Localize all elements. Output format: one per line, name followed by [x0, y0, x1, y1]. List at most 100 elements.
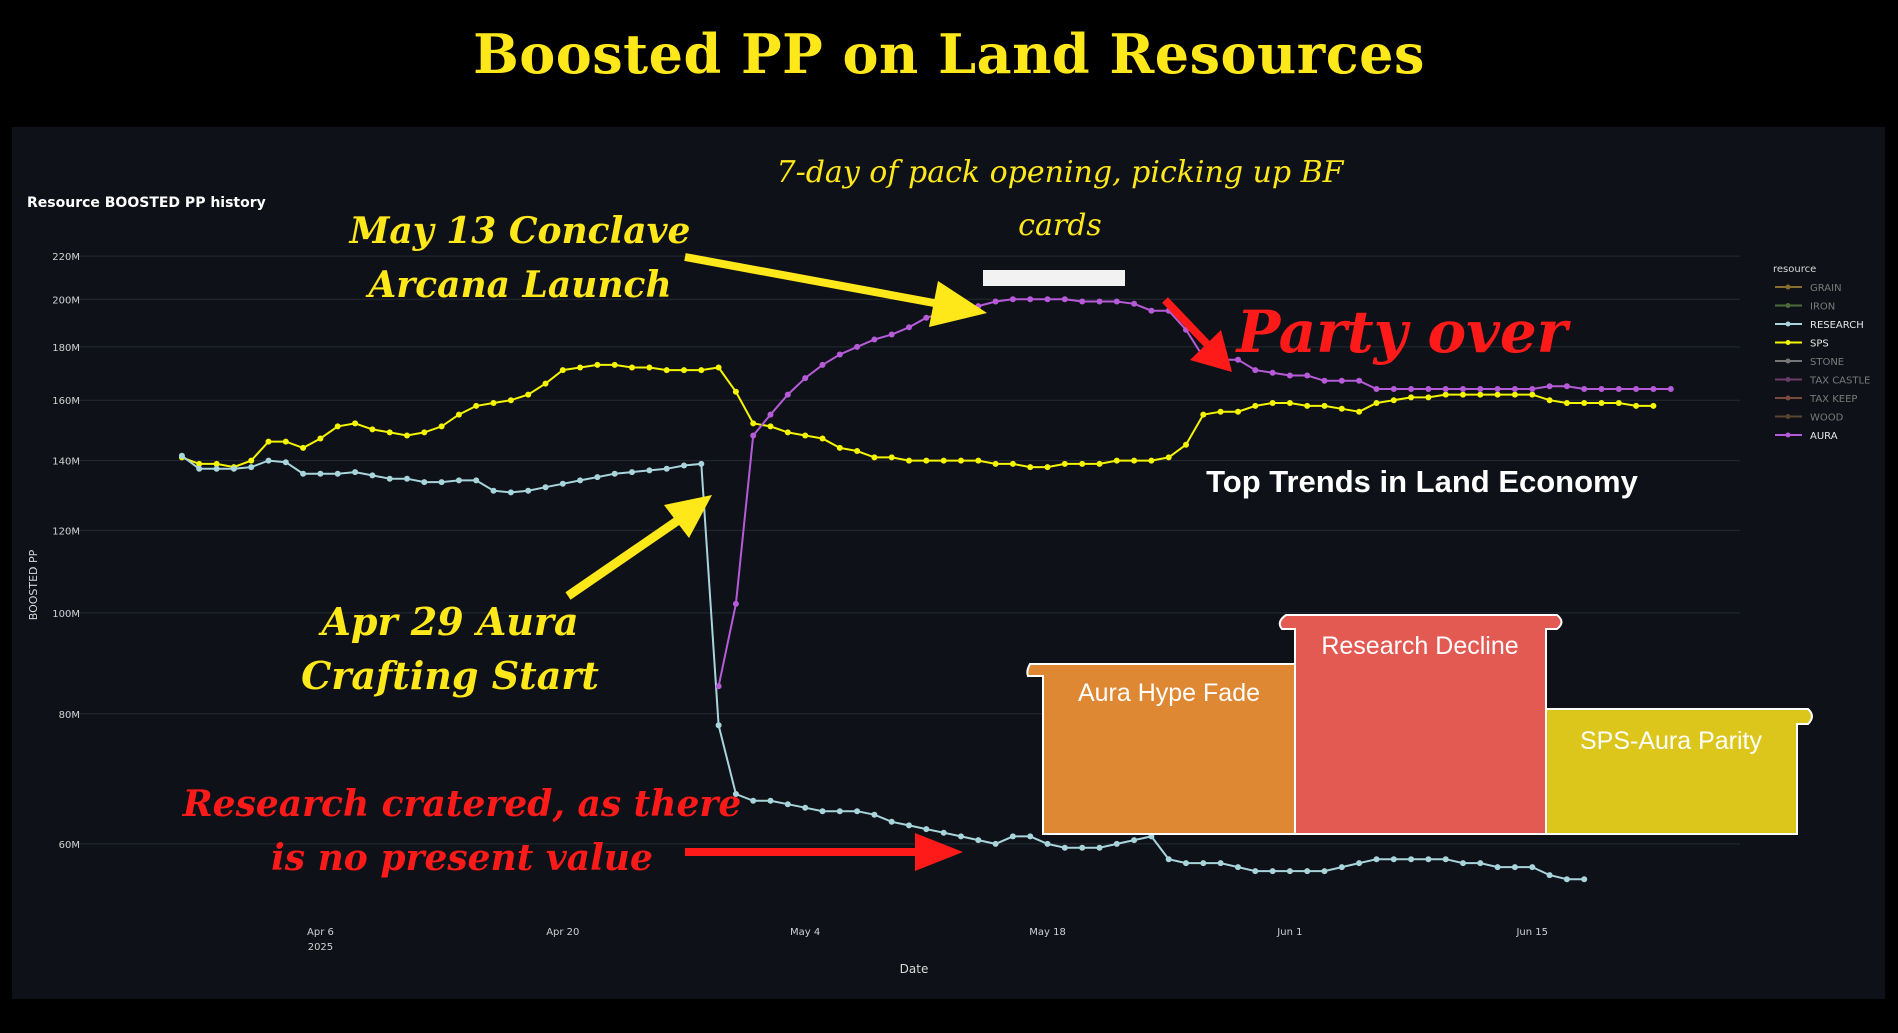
- data-point: [1217, 860, 1224, 867]
- y-tick-label: 60M: [59, 840, 80, 851]
- data-point: [542, 380, 549, 387]
- data-point: [1546, 383, 1553, 390]
- data-point: [1027, 464, 1034, 471]
- data-point: [1390, 386, 1397, 392]
- trend-card-aura-hype-fade: Aura Hype Fade: [1026, 663, 1297, 835]
- legend-item-aura[interactable]: AURA: [1810, 431, 1838, 442]
- data-point: [819, 808, 826, 815]
- data-point: [369, 472, 376, 479]
- data-point: [300, 470, 307, 477]
- data-point: [802, 432, 809, 439]
- data-point: [1027, 833, 1034, 840]
- legend-marker: [1785, 414, 1791, 419]
- data-point: [1408, 394, 1415, 401]
- data-point: [196, 460, 203, 467]
- data-point: [1131, 457, 1138, 464]
- data-point: [1079, 844, 1086, 851]
- data-point: [767, 423, 774, 430]
- data-point: [1113, 457, 1120, 464]
- legend-item-iron[interactable]: IRON: [1810, 302, 1835, 313]
- data-point: [1615, 386, 1622, 392]
- trend-card-sps-aura-parity: SPS-Aura Parity: [1545, 708, 1813, 835]
- legend-item-grain[interactable]: GRAIN: [1810, 283, 1842, 294]
- data-point: [1252, 367, 1259, 374]
- data-point: [1286, 868, 1293, 875]
- data-point: [1650, 386, 1657, 392]
- chart-title: Resource BOOSTED PP history: [27, 195, 266, 211]
- data-point: [577, 477, 584, 484]
- data-point: [698, 460, 705, 467]
- data-point: [265, 457, 272, 464]
- x-tick-sublabel: 2025: [308, 942, 333, 953]
- data-point: [421, 479, 428, 486]
- data-point: [507, 397, 514, 404]
- x-tick-label: Apr 6: [307, 927, 334, 938]
- data-point: [473, 402, 480, 409]
- data-point: [559, 367, 566, 374]
- data-point: [1131, 837, 1138, 844]
- annotation-apr29-line1: Apr 29 Aura: [318, 599, 578, 644]
- data-point: [1338, 864, 1345, 871]
- legend-item-sps[interactable]: SPS: [1810, 339, 1829, 350]
- data-point: [1304, 868, 1311, 875]
- trend-label-aura-hype-fade: Aura Hype Fade: [1078, 679, 1260, 707]
- series-line-research: [181, 455, 1585, 881]
- data-point: [1235, 356, 1241, 363]
- data-point: [525, 391, 532, 398]
- y-axis-label: BOOSTED PP: [27, 549, 40, 620]
- data-point: [1044, 464, 1051, 471]
- data-point: [1235, 408, 1241, 415]
- data-point: [1425, 386, 1432, 392]
- data-point: [507, 489, 514, 496]
- arrow-may13: [684, 253, 987, 327]
- legend-item-wood[interactable]: WOOD: [1810, 413, 1844, 424]
- data-point: [1269, 400, 1276, 406]
- data-point: [386, 475, 393, 482]
- arrow-research: [685, 833, 963, 871]
- data-point: [854, 448, 861, 454]
- legend-marker: [1785, 377, 1791, 382]
- legend-item-research[interactable]: RESEARCH: [1810, 320, 1864, 331]
- legend-item-tax-castle[interactable]: TAX CASTLE: [1809, 376, 1870, 387]
- data-point: [1044, 296, 1051, 303]
- data-point: [525, 487, 532, 494]
- data-point: [732, 791, 739, 797]
- data-point: [836, 808, 843, 815]
- y-tick-label: 200M: [52, 295, 80, 306]
- data-point: [282, 438, 289, 445]
- data-point: [317, 470, 324, 477]
- data-point: [1079, 460, 1086, 467]
- data-point: [421, 429, 428, 436]
- legend-marker: [1785, 432, 1791, 438]
- data-point: [1511, 864, 1518, 871]
- data-point: [1183, 860, 1189, 867]
- data-point: [1408, 856, 1415, 863]
- data-point: [784, 801, 791, 808]
- data-point: [1477, 391, 1484, 398]
- data-point: [975, 837, 982, 844]
- y-axis-ticks: 60M 80M 100M 120M 140M 160M 180M 200M 220M: [52, 252, 80, 851]
- y-tick-label: 180M: [52, 343, 80, 354]
- data-point: [715, 364, 722, 371]
- data-point: [1113, 840, 1120, 847]
- data-point: [1304, 402, 1311, 409]
- data-point: [715, 722, 722, 729]
- annotation-apr29-line2: Crafting Start: [301, 653, 599, 698]
- legend-item-tax-keep[interactable]: TAX KEEP: [1809, 394, 1857, 405]
- data-point: [1304, 372, 1311, 379]
- legend-item-stone[interactable]: STONE: [1810, 357, 1844, 368]
- data-point: [1321, 868, 1328, 875]
- data-point: [750, 797, 757, 804]
- data-point: [1390, 856, 1397, 863]
- arrow-party-over: [1162, 297, 1232, 372]
- data-point: [940, 829, 947, 836]
- data-point: [282, 459, 289, 466]
- data-point: [577, 364, 584, 371]
- data-point: [906, 324, 912, 331]
- data-point: [1563, 400, 1570, 406]
- annotation-pack-opening-line1: 7-day of pack opening, picking up BF: [777, 155, 1345, 190]
- y-tick-label: 220M: [52, 252, 80, 263]
- data-point: [1148, 307, 1155, 314]
- x-tick-label: May 18: [1029, 927, 1066, 938]
- y-tick-label: 120M: [52, 526, 80, 537]
